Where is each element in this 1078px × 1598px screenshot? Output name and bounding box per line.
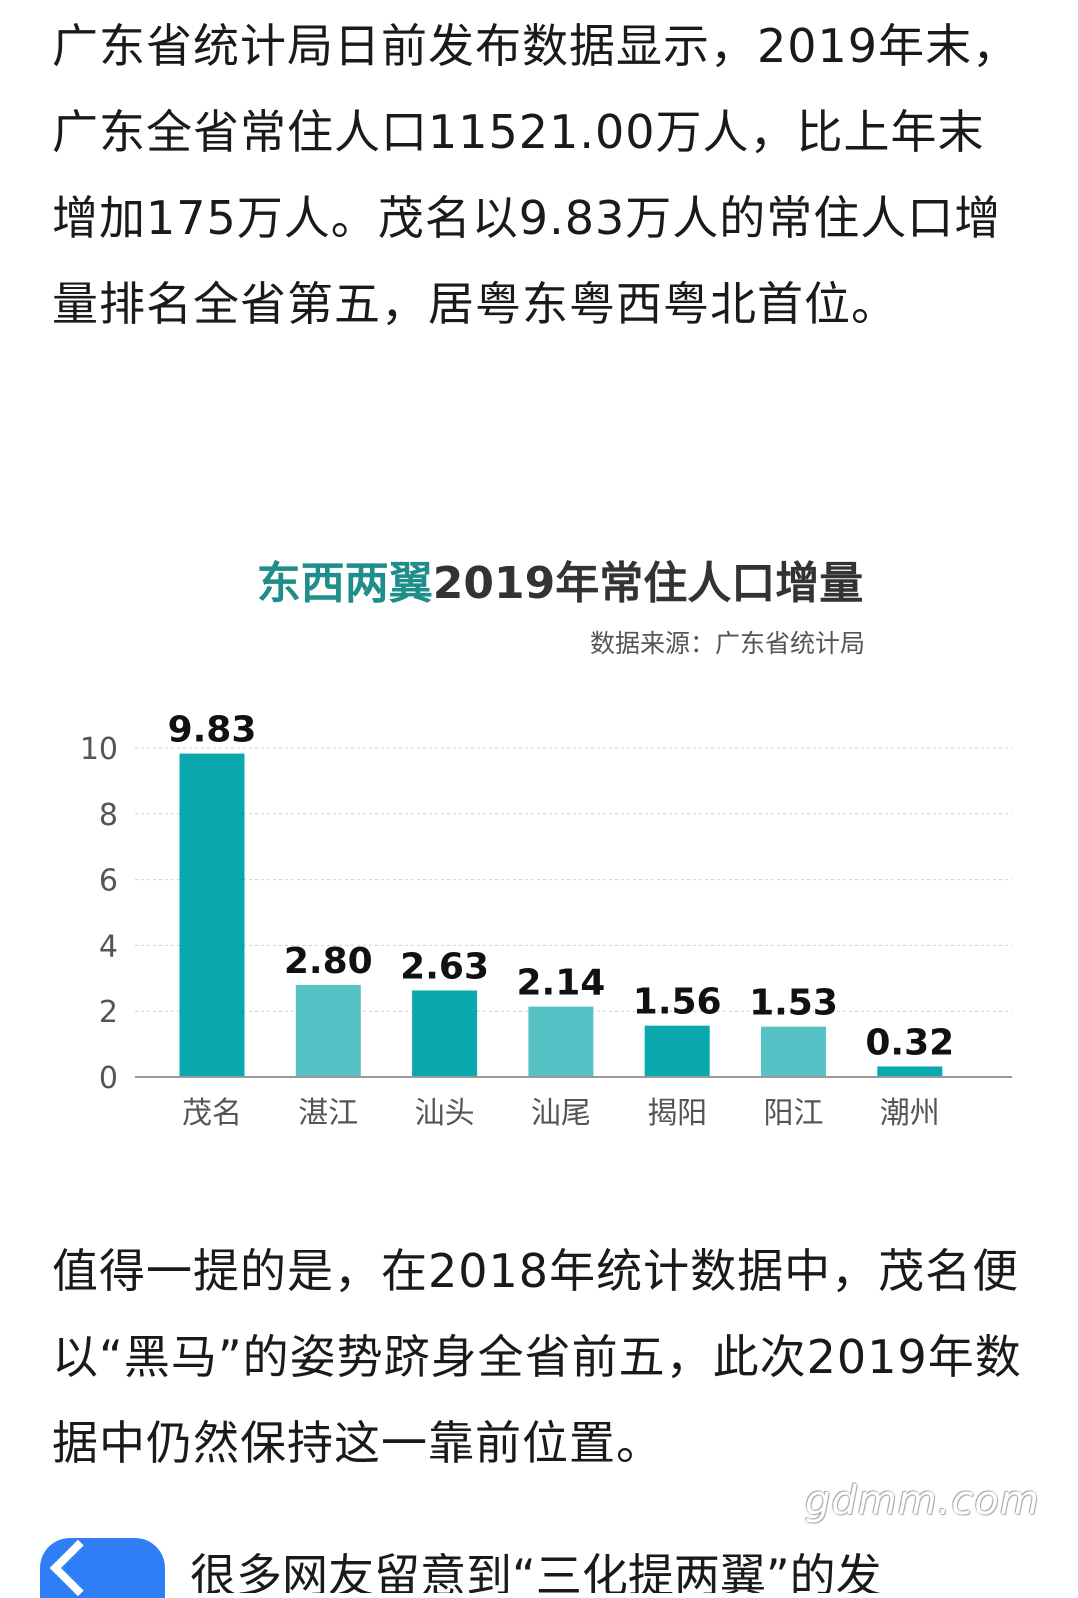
category-label: 潮州: [880, 1096, 940, 1131]
value-label: 1.56: [633, 982, 722, 1023]
category-label: 湛江: [298, 1096, 358, 1131]
chart-source: 数据来源：广东省统计局: [590, 629, 865, 658]
back-icon[interactable]: [40, 1538, 165, 1598]
chart-title-highlight: 东西两翼: [257, 558, 433, 609]
y-tick-label: 6: [99, 864, 118, 899]
value-label: 2.80: [284, 941, 373, 982]
y-axis-ticks: 0 2 4 6 8 10: [80, 732, 118, 1096]
value-label: 1.53: [749, 983, 838, 1024]
value-label: 2.63: [400, 946, 489, 987]
chart-bars: [179, 753, 943, 1077]
bar-3: [528, 1006, 594, 1077]
bar-4: [644, 1025, 710, 1077]
y-tick-label: 0: [99, 1061, 118, 1096]
chart-value-labels: 9.83 2.80 2.63 2.14 1.56 1.53 0.32: [168, 710, 955, 1064]
bar-1: [295, 984, 361, 1077]
category-label: 汕头: [415, 1096, 475, 1131]
article-paragraph-2: 值得一提的是，在2018年统计数据中，茂名便以“黑马”的姿势跻身全省前五，此次2…: [52, 1244, 1022, 1470]
article-paragraph-1: 广东省统计局日前发布数据显示，2019年末，广东全省常住人口11521.00万人…: [52, 19, 1020, 331]
value-label: 2.14: [516, 963, 605, 1004]
bar-2: [412, 990, 478, 1077]
bar-6: [877, 1066, 943, 1077]
category-label: 汕尾: [531, 1096, 591, 1131]
bar-5: [761, 1026, 826, 1077]
arrow-icon: [49, 1539, 107, 1597]
article-paragraph-3-partial: 很多网友留意到“三化提两翼”的发: [190, 1553, 882, 1593]
x-axis-categories: 茂名 湛江 汕头 汕尾 揭阳 阳江 潮州: [182, 1096, 940, 1131]
category-label: 阳江: [764, 1096, 824, 1131]
y-tick-label: 4: [99, 929, 118, 964]
y-tick-label: 2: [99, 995, 118, 1030]
category-label: 揭阳: [647, 1096, 707, 1131]
chart-title: 东西两翼2019年常住人口增量: [257, 558, 863, 609]
value-label: 0.32: [865, 1022, 954, 1063]
y-tick-label: 8: [99, 798, 118, 833]
y-tick-label: 10: [80, 732, 118, 767]
category-label: 茂名: [182, 1096, 242, 1131]
bar-0: [179, 753, 245, 1077]
population-bar-chart: 东西两翼2019年常住人口增量 数据来源：广东省统计局 0 2 4 6 8 10 9.83…: [80, 558, 1012, 1131]
watermark: gdmm.com: [805, 1478, 1040, 1524]
value-label: 9.83: [168, 710, 257, 751]
chart-title-main: 2019年常住人口增量: [433, 558, 863, 609]
